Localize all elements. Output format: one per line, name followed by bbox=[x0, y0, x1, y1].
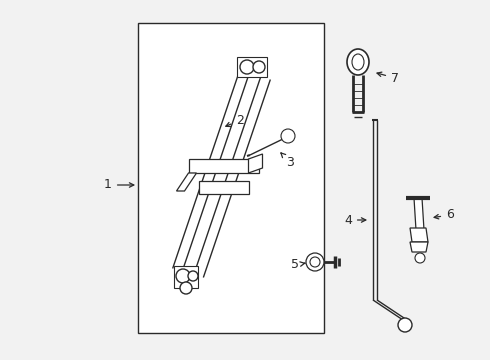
Text: 1: 1 bbox=[104, 179, 134, 192]
Text: 5: 5 bbox=[291, 258, 305, 271]
Polygon shape bbox=[414, 198, 424, 230]
Circle shape bbox=[281, 129, 295, 143]
Circle shape bbox=[240, 60, 254, 74]
Polygon shape bbox=[189, 159, 259, 173]
Text: 3: 3 bbox=[281, 153, 294, 168]
Polygon shape bbox=[174, 266, 198, 288]
Ellipse shape bbox=[352, 54, 364, 70]
Circle shape bbox=[188, 271, 198, 281]
Polygon shape bbox=[248, 154, 263, 173]
Text: 2: 2 bbox=[226, 113, 244, 126]
Bar bbox=[138, 23, 324, 333]
Circle shape bbox=[310, 257, 320, 267]
Polygon shape bbox=[410, 242, 428, 252]
Text: 7: 7 bbox=[377, 72, 399, 85]
Text: 4: 4 bbox=[344, 213, 366, 226]
Polygon shape bbox=[237, 57, 267, 77]
Ellipse shape bbox=[347, 49, 369, 75]
Polygon shape bbox=[176, 173, 196, 191]
Circle shape bbox=[180, 282, 192, 294]
Text: 6: 6 bbox=[434, 208, 454, 221]
Polygon shape bbox=[198, 181, 248, 194]
Polygon shape bbox=[410, 228, 428, 242]
Circle shape bbox=[398, 318, 412, 332]
Circle shape bbox=[176, 269, 190, 283]
Circle shape bbox=[415, 253, 425, 263]
Circle shape bbox=[306, 253, 324, 271]
Circle shape bbox=[253, 61, 265, 73]
